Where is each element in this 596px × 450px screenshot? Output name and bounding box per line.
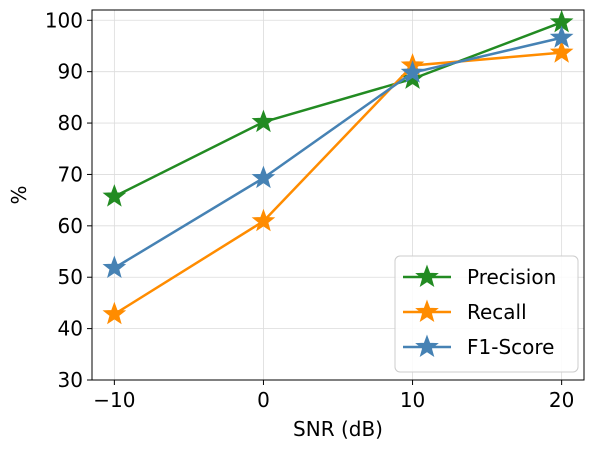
x-tick-label: −10 — [93, 388, 135, 412]
data-point-marker — [102, 255, 127, 279]
series-f1-score — [102, 25, 574, 279]
data-point-marker — [251, 165, 276, 189]
y-tick-label: 70 — [58, 162, 83, 186]
x-axis-title: SNR (dB) — [293, 417, 383, 441]
legend-label: Recall — [467, 300, 527, 324]
series-precision — [102, 9, 574, 207]
legend-marker — [415, 299, 439, 323]
y-tick-label: 80 — [58, 111, 83, 135]
legend-marker — [415, 264, 439, 288]
legend-marker — [415, 334, 439, 358]
legend-box — [394, 255, 579, 373]
legend-label: F1-Score — [467, 335, 554, 359]
y-axis-title: % — [7, 185, 31, 204]
y-tick-label: 30 — [58, 368, 83, 392]
x-tick-label: 0 — [257, 388, 270, 412]
y-tick-label: 100 — [45, 8, 83, 32]
legend-label: Precision — [467, 265, 556, 289]
data-point-marker — [549, 25, 574, 48]
series-line — [113, 51, 562, 316]
data-point-marker — [549, 40, 574, 63]
data-point-marker — [251, 208, 276, 232]
legend: Precision Recall F1-Score — [394, 255, 579, 373]
y-tick-label: 60 — [58, 214, 83, 238]
y-tick-label: 90 — [58, 60, 83, 84]
series-layer — [102, 9, 574, 325]
data-point-marker — [400, 60, 425, 83]
ticks: −10 0 10 20 30 40 50 60 70 80 90 100 — [45, 8, 575, 412]
y-tick-label: 40 — [58, 317, 83, 341]
data-point-marker — [102, 301, 127, 325]
y-tick-label: 50 — [58, 265, 83, 289]
data-point-marker — [102, 184, 127, 207]
x-tick-label: 10 — [400, 388, 425, 412]
x-tick-label: 20 — [549, 388, 574, 412]
plot-frame — [91, 9, 585, 381]
series-line — [113, 36, 562, 270]
series-line — [113, 21, 563, 198]
data-point-marker — [251, 109, 276, 133]
